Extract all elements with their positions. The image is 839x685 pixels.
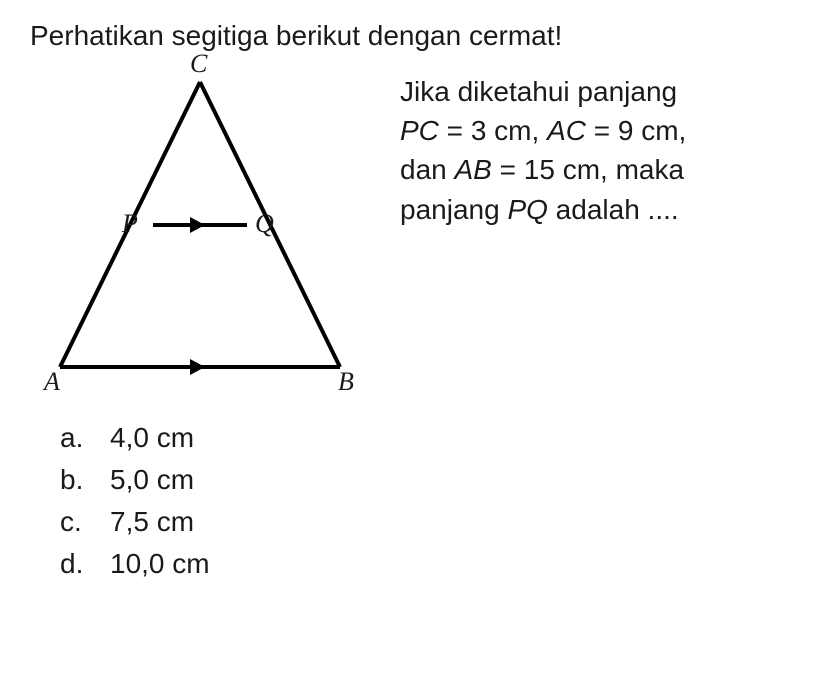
triangle-svg — [30, 67, 370, 407]
option-d: d. 10,0 cm — [60, 543, 809, 585]
answer-options: a. 4,0 cm b. 5,0 cm c. 7,5 cm d. 10,0 cm — [60, 417, 809, 585]
arrow-pq-icon — [190, 217, 205, 233]
option-b: b. 5,0 cm — [60, 459, 809, 501]
var-ac: AC — [547, 115, 586, 146]
desc-line1: Jika diketahui panjang — [400, 72, 686, 111]
var-ab: AB — [455, 154, 492, 185]
vertex-label-p: P — [122, 209, 138, 239]
option-c: c. 7,5 cm — [60, 501, 809, 543]
var-pc: PC — [400, 115, 439, 146]
option-letter-d: d. — [60, 543, 90, 585]
vertex-label-c: C — [190, 49, 207, 79]
option-letter-b: b. — [60, 459, 90, 501]
option-value-c: 7,5 cm — [110, 501, 194, 543]
option-value-a: 4,0 cm — [110, 417, 194, 459]
desc-line2: PC = 3 cm, AC = 9 cm, — [400, 111, 686, 150]
option-value-d: 10,0 cm — [110, 543, 210, 585]
desc-l3-end: = 15 cm, maka — [492, 154, 684, 185]
option-letter-c: c. — [60, 501, 90, 543]
option-letter-a: a. — [60, 417, 90, 459]
triangle-diagram: C A B P Q — [30, 67, 370, 407]
vertex-label-q: Q — [255, 209, 274, 239]
desc-line4: panjang PQ adalah .... — [400, 190, 686, 229]
var-pq: PQ — [507, 194, 547, 225]
desc-l2-mid: = 3 cm, — [439, 115, 547, 146]
arrow-ab-icon — [190, 359, 205, 375]
desc-l2-end: = 9 cm, — [586, 115, 686, 146]
desc-l3-pre: dan — [400, 154, 455, 185]
question-description: Jika diketahui panjang PC = 3 cm, AC = 9… — [400, 67, 686, 229]
question-title: Perhatikan segitiga berikut dengan cerma… — [30, 20, 809, 52]
desc-line3: dan AB = 15 cm, maka — [400, 150, 686, 189]
desc-l4-pre: panjang — [400, 194, 507, 225]
vertex-label-b: B — [338, 367, 354, 397]
desc-l4-end: adalah .... — [548, 194, 679, 225]
content-row: C A B P Q Jika diketahui panjang PC = 3 … — [30, 67, 809, 407]
option-value-b: 5,0 cm — [110, 459, 194, 501]
option-a: a. 4,0 cm — [60, 417, 809, 459]
vertex-label-a: A — [44, 367, 60, 397]
